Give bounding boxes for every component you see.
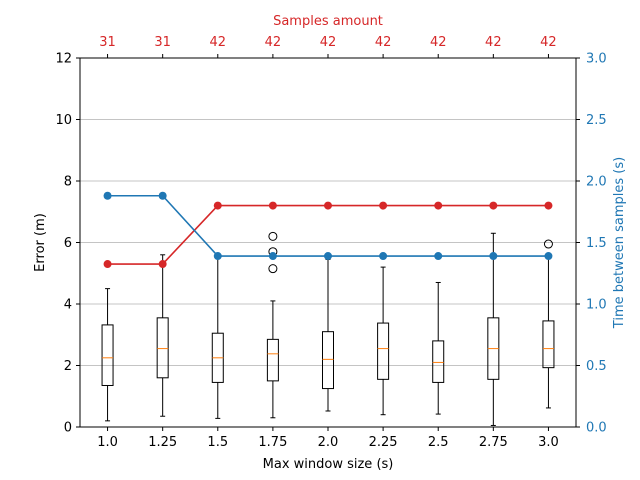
right-y-tick-label: 2.0 [586, 175, 607, 190]
x-tick-label: 1.5 [207, 435, 228, 450]
series-marker [103, 191, 112, 200]
right-y-tick-label: 0.0 [586, 421, 607, 436]
top-x-tick-label: 42 [320, 35, 337, 50]
x-tick-label: 2.0 [318, 435, 339, 450]
right-y-tick-label: 2.5 [586, 113, 607, 128]
x-tick-label: 2.25 [369, 435, 398, 450]
top-x-tick-label: 31 [99, 35, 116, 50]
flier-point [268, 231, 278, 241]
left-y-tick-label: 8 [64, 175, 72, 190]
box [101, 324, 114, 386]
left-y-tick-label: 10 [55, 113, 72, 128]
left-y-axis-label: Error (m) [33, 213, 48, 272]
boxplot [266, 231, 279, 419]
axes: 0 2 4 6 8 10 12 0.0 0.5 1.0 1.5 2.0 2.5 3.0 1.0 1.25 1.5… [55, 35, 606, 450]
left-y-tick-label: 0 [64, 421, 72, 436]
samples-series [103, 201, 553, 269]
top-axis-label: Samples amount [273, 14, 383, 29]
series-marker [213, 252, 222, 261]
boxplot [432, 281, 445, 415]
x-tick-label: 1.25 [148, 435, 177, 450]
grid-lines [80, 57, 576, 428]
series-marker [434, 252, 443, 261]
box [156, 317, 169, 379]
series-marker [489, 201, 498, 210]
series-marker [544, 252, 553, 261]
right-y-tick-label: 1.5 [586, 236, 607, 251]
boxplot [156, 254, 169, 417]
series-marker [489, 252, 498, 261]
left-y-tick-label: 12 [55, 52, 72, 67]
x-tick-label: 1.0 [97, 435, 118, 450]
x-tick-label: 1.75 [258, 435, 287, 450]
top-x-tick-label: 42 [265, 35, 282, 50]
boxplot [542, 239, 555, 409]
series-marker [268, 201, 277, 210]
x-tick-label: 3.0 [538, 435, 559, 450]
series-marker [268, 252, 277, 261]
x-tick-label: 2.5 [428, 435, 449, 450]
box [322, 331, 334, 390]
left-y-tick-label: 2 [64, 359, 72, 374]
left-y-tick-label: 6 [64, 236, 72, 251]
flier-point [268, 264, 278, 274]
boxplot [377, 266, 390, 416]
box [266, 338, 279, 382]
time-series [103, 191, 553, 261]
x-tick-label: 2.75 [479, 435, 508, 450]
top-x-tick-label: 42 [375, 35, 392, 50]
top-x-tick-label: 31 [154, 35, 171, 50]
series-marker [544, 201, 553, 210]
series-marker [379, 201, 388, 210]
boxplots [101, 231, 555, 426]
right-y-tick-label: 0.5 [586, 359, 607, 374]
series-lines [103, 191, 553, 269]
flier-point [543, 239, 553, 249]
top-x-tick-label: 42 [430, 35, 447, 50]
right-y-tick-label: 3.0 [586, 52, 607, 67]
box [542, 320, 555, 369]
series-marker [434, 201, 443, 210]
x-axis-label: Max window size (s) [263, 457, 394, 472]
series-marker [103, 260, 112, 269]
boxplot [487, 232, 500, 426]
right-y-tick-label: 1.0 [586, 298, 607, 313]
boxplot [322, 258, 334, 412]
top-x-tick-label: 42 [540, 35, 557, 50]
boxplot [211, 255, 224, 419]
series-marker [379, 252, 388, 261]
series-marker [158, 191, 167, 200]
top-x-tick-label: 42 [485, 35, 502, 50]
right-y-axis-label: Time between samples (s) [612, 157, 627, 329]
series-marker [213, 201, 222, 210]
top-x-tick-label: 42 [210, 35, 227, 50]
box [377, 322, 390, 380]
series-marker [324, 201, 332, 210]
box [432, 340, 445, 383]
series-marker [158, 260, 167, 269]
series-marker [324, 252, 332, 261]
left-y-tick-label: 4 [64, 298, 72, 313]
boxplot [101, 288, 114, 422]
